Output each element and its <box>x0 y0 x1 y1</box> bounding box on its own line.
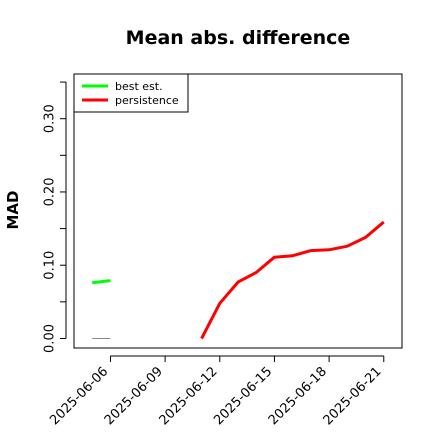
y-tick-label: 0.10 <box>43 251 58 280</box>
legend-label-persistence: persistence <box>115 94 179 107</box>
legend-label-best-est: best est. <box>115 80 163 93</box>
y-axis-label: MAD <box>4 191 22 230</box>
x-tick-label: 2025-06-21 <box>321 364 385 428</box>
series-line-persistence <box>200 220 385 340</box>
y-axis: 0.00 0.10 0.20 0.30 <box>43 81 67 353</box>
y-tick-label: 0.30 <box>43 104 58 133</box>
y-tick-label: 0.20 <box>43 177 58 206</box>
legend: best est. persistence <box>73 73 189 113</box>
y-tick-label: 0.00 <box>43 324 58 353</box>
series-layer <box>92 220 385 340</box>
legend-box <box>73 73 189 113</box>
x-axis: 2025-06-062025-06-092025-06-122025-06-15… <box>47 355 385 428</box>
plot-frame <box>73 73 403 349</box>
series-line-best-est <box>92 279 111 285</box>
chart-title: Mean abs. difference <box>126 27 351 49</box>
